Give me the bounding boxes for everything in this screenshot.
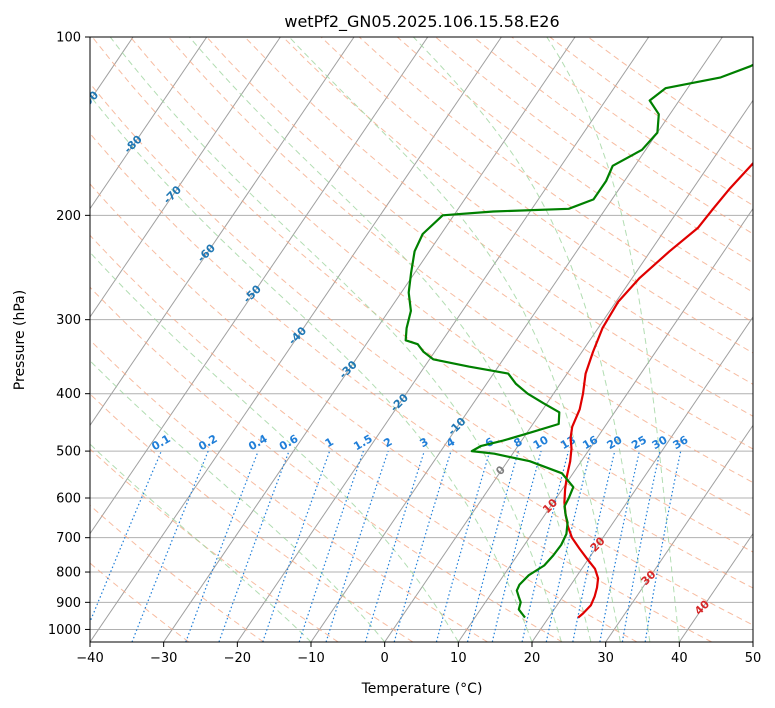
y-tick-label: 1000: [48, 623, 81, 638]
dry-adiabat: [90, 504, 264, 642]
mixing-ratio-line: [218, 450, 290, 642]
mixing-ratio-line: [131, 450, 209, 642]
mixing-ratio-line: [393, 450, 452, 642]
x-tick-label: −20: [224, 651, 251, 666]
y-tick-label: 800: [56, 566, 81, 581]
y-tick-label: 300: [56, 313, 81, 328]
isotherm-line: [90, 37, 355, 427]
temperature-profile-line: [563, 161, 753, 619]
isotherm-label: -90: [78, 88, 101, 111]
mixing-ratio-line: [364, 450, 425, 642]
mixing-ratio-line: [298, 450, 364, 642]
mixing-ratio-line: [545, 450, 592, 642]
dewpoint-profile-line: [404, 63, 753, 619]
isotherm-line: [605, 424, 753, 642]
moist-adiabat: [90, 94, 533, 642]
isotherm-line: [457, 207, 753, 642]
mixing-ratio-line: [90, 450, 162, 624]
dry-adiabat: [358, 37, 753, 323]
y-tick-label: 500: [56, 445, 81, 460]
dry-adiabat: [90, 82, 753, 589]
x-tick-label: 50: [745, 651, 762, 666]
axes: −40 −30 −20 −10 0 10 20 30 40 50 100 200 300 400 500 60…: [48, 31, 761, 667]
mixing-ratio-line: [325, 450, 389, 642]
y-tick-label: 600: [56, 492, 81, 507]
x-tick-label: 20: [524, 651, 541, 666]
isotherm-line: [90, 37, 429, 535]
isotherm-line: [384, 99, 753, 642]
dry-adiabat: [90, 183, 712, 642]
y-tick-label: 100: [56, 31, 81, 46]
plot-frame: [89, 36, 754, 643]
dry-adiabat: [90, 234, 638, 642]
isotherm-line: [90, 37, 502, 642]
isotherm-line: [163, 37, 576, 642]
x-tick-label: −40: [76, 651, 103, 666]
moist-adiabat: [189, 37, 592, 642]
y-tick-label: 700: [56, 531, 81, 546]
isotherm-line: [678, 532, 753, 642]
x-tick-label: −30: [150, 651, 177, 666]
mixing-ratio-line: [435, 450, 491, 642]
moist-adiabat: [413, 37, 651, 642]
mixing-ratio-line: [185, 450, 259, 642]
moist-adiabat: [288, 37, 621, 642]
dry-adiabat: [282, 37, 753, 385]
dry-adiabat: [320, 37, 753, 354]
x-tick-label: −10: [297, 651, 324, 666]
dry-adiabat: [91, 37, 753, 553]
isotherm-line: [531, 316, 753, 642]
dry-adiabat: [130, 37, 753, 518]
x-tick-label: 30: [597, 651, 614, 666]
y-tick-label: 400: [56, 387, 81, 402]
y-axis-title: Pressure (hPa): [12, 290, 28, 390]
isotherm-line: [90, 37, 208, 210]
x-tick-label: 40: [671, 651, 688, 666]
moist-adiabat: [90, 443, 312, 642]
mixing-ratio-line: [262, 450, 331, 642]
isotherm-line: [90, 37, 281, 318]
chart-title: wetPf2_GN05.2025.106.15.58.E26: [284, 12, 559, 32]
moist-adiabat: [109, 37, 562, 642]
x-tick-label: 10: [450, 651, 467, 666]
isotherm-line: [236, 37, 650, 642]
mixing-ratio-line: [572, 450, 616, 642]
mixing-ratio-line: [466, 450, 519, 642]
dry-adiabat: [90, 132, 753, 626]
x-axis-title: Temperature (°C): [361, 681, 483, 697]
dry-adiabat: [90, 286, 563, 642]
mixing-ratio-line: [491, 450, 542, 642]
moist-adiabat: [90, 360, 386, 642]
y-tick-label: 200: [56, 209, 81, 224]
x-tick-label: 0: [381, 651, 389, 666]
mixing-ratio-line: [521, 450, 569, 642]
plot-area: 0.10.20.40.611.52346810131620253036-100-…: [78, 37, 753, 642]
y-tick-label: 900: [56, 596, 81, 611]
